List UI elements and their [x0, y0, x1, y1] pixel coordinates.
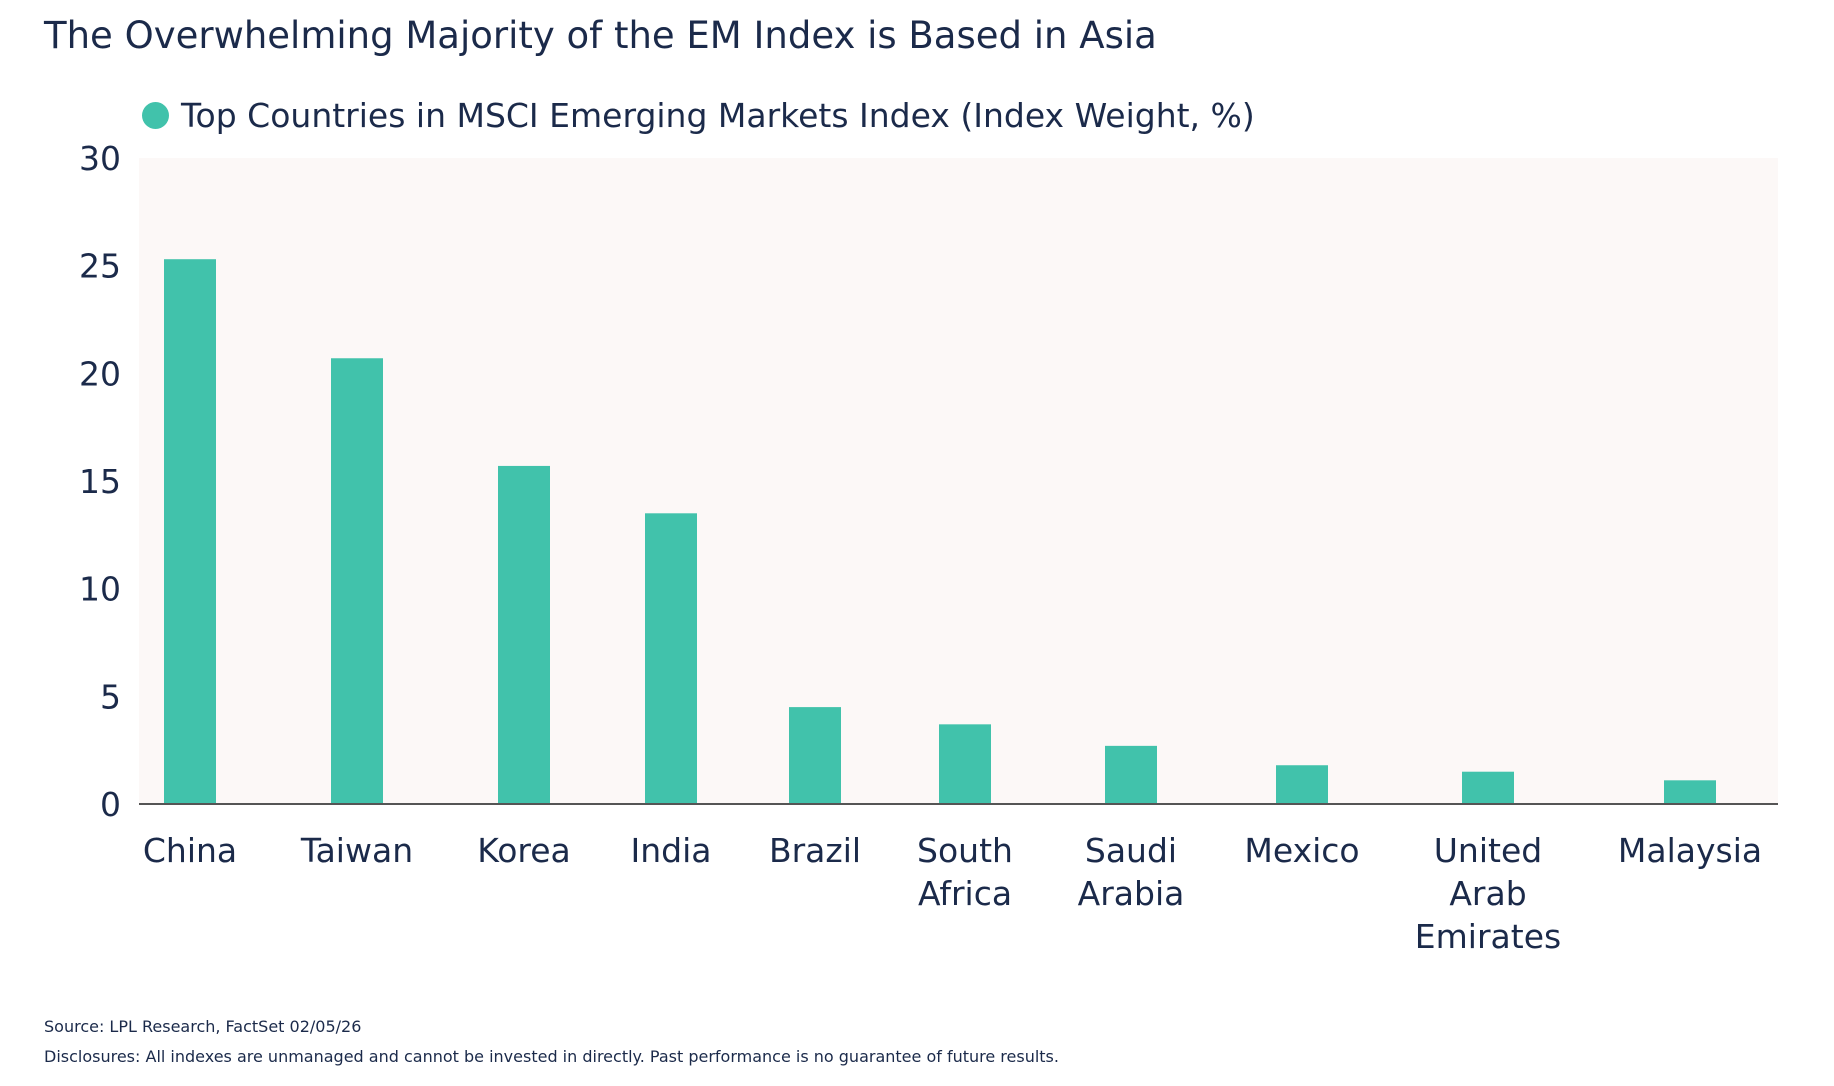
bar — [645, 513, 697, 804]
y-axis-ticks: 0 5 10 15 20 25 30 — [79, 139, 121, 824]
y-tick-label: 10 — [79, 570, 121, 609]
source-note: Source: LPL Research, FactSet 02/05/26 — [44, 1017, 362, 1036]
bar — [1462, 771, 1514, 804]
bar — [1276, 765, 1328, 804]
y-tick-label: 20 — [79, 354, 121, 393]
bar — [164, 259, 216, 804]
chart-title: The Overwhelming Majority of the EM Inde… — [44, 14, 1157, 57]
y-tick-label: 15 — [79, 462, 121, 501]
x-tick-label: United Arab Emirates — [1415, 831, 1561, 956]
y-tick-label: 0 — [100, 785, 121, 824]
x-tick-label: South Africa — [917, 831, 1013, 913]
bar — [789, 707, 841, 804]
x-tick-label: India — [631, 831, 712, 870]
x-tick-label: Korea — [477, 831, 571, 870]
bar-chart: 0 5 10 15 20 25 30 China Taiwan Korea India Brazil… — [79, 139, 1778, 956]
bar — [1664, 780, 1716, 804]
x-tick-label: Mexico — [1244, 831, 1359, 870]
x-tick-label: Malaysia — [1618, 831, 1762, 870]
y-tick-label: 25 — [79, 247, 121, 286]
plot-background — [139, 158, 1778, 804]
x-axis-labels: China Taiwan Korea India Brazil South Africa Sa… — [143, 831, 1762, 956]
x-tick-label: Saudi Arabia — [1078, 831, 1185, 913]
bars — [164, 259, 1716, 804]
x-tick-label: China — [143, 831, 237, 870]
bar — [939, 724, 991, 804]
bar — [498, 465, 550, 804]
y-tick-label: 30 — [79, 139, 121, 178]
bar — [331, 358, 383, 804]
bar — [1105, 745, 1157, 804]
x-tick-label: Brazil — [769, 831, 861, 870]
x-tick-label: Taiwan — [300, 831, 413, 870]
legend-label: Top Countries in MSCI Emerging Markets I… — [181, 96, 1255, 135]
legend: Top Countries in MSCI Emerging Markets I… — [142, 96, 1255, 135]
legend-swatch — [142, 102, 169, 129]
y-tick-label: 5 — [100, 677, 121, 716]
disclosure-note: Disclosures: All indexes are unmanaged a… — [44, 1047, 1059, 1066]
